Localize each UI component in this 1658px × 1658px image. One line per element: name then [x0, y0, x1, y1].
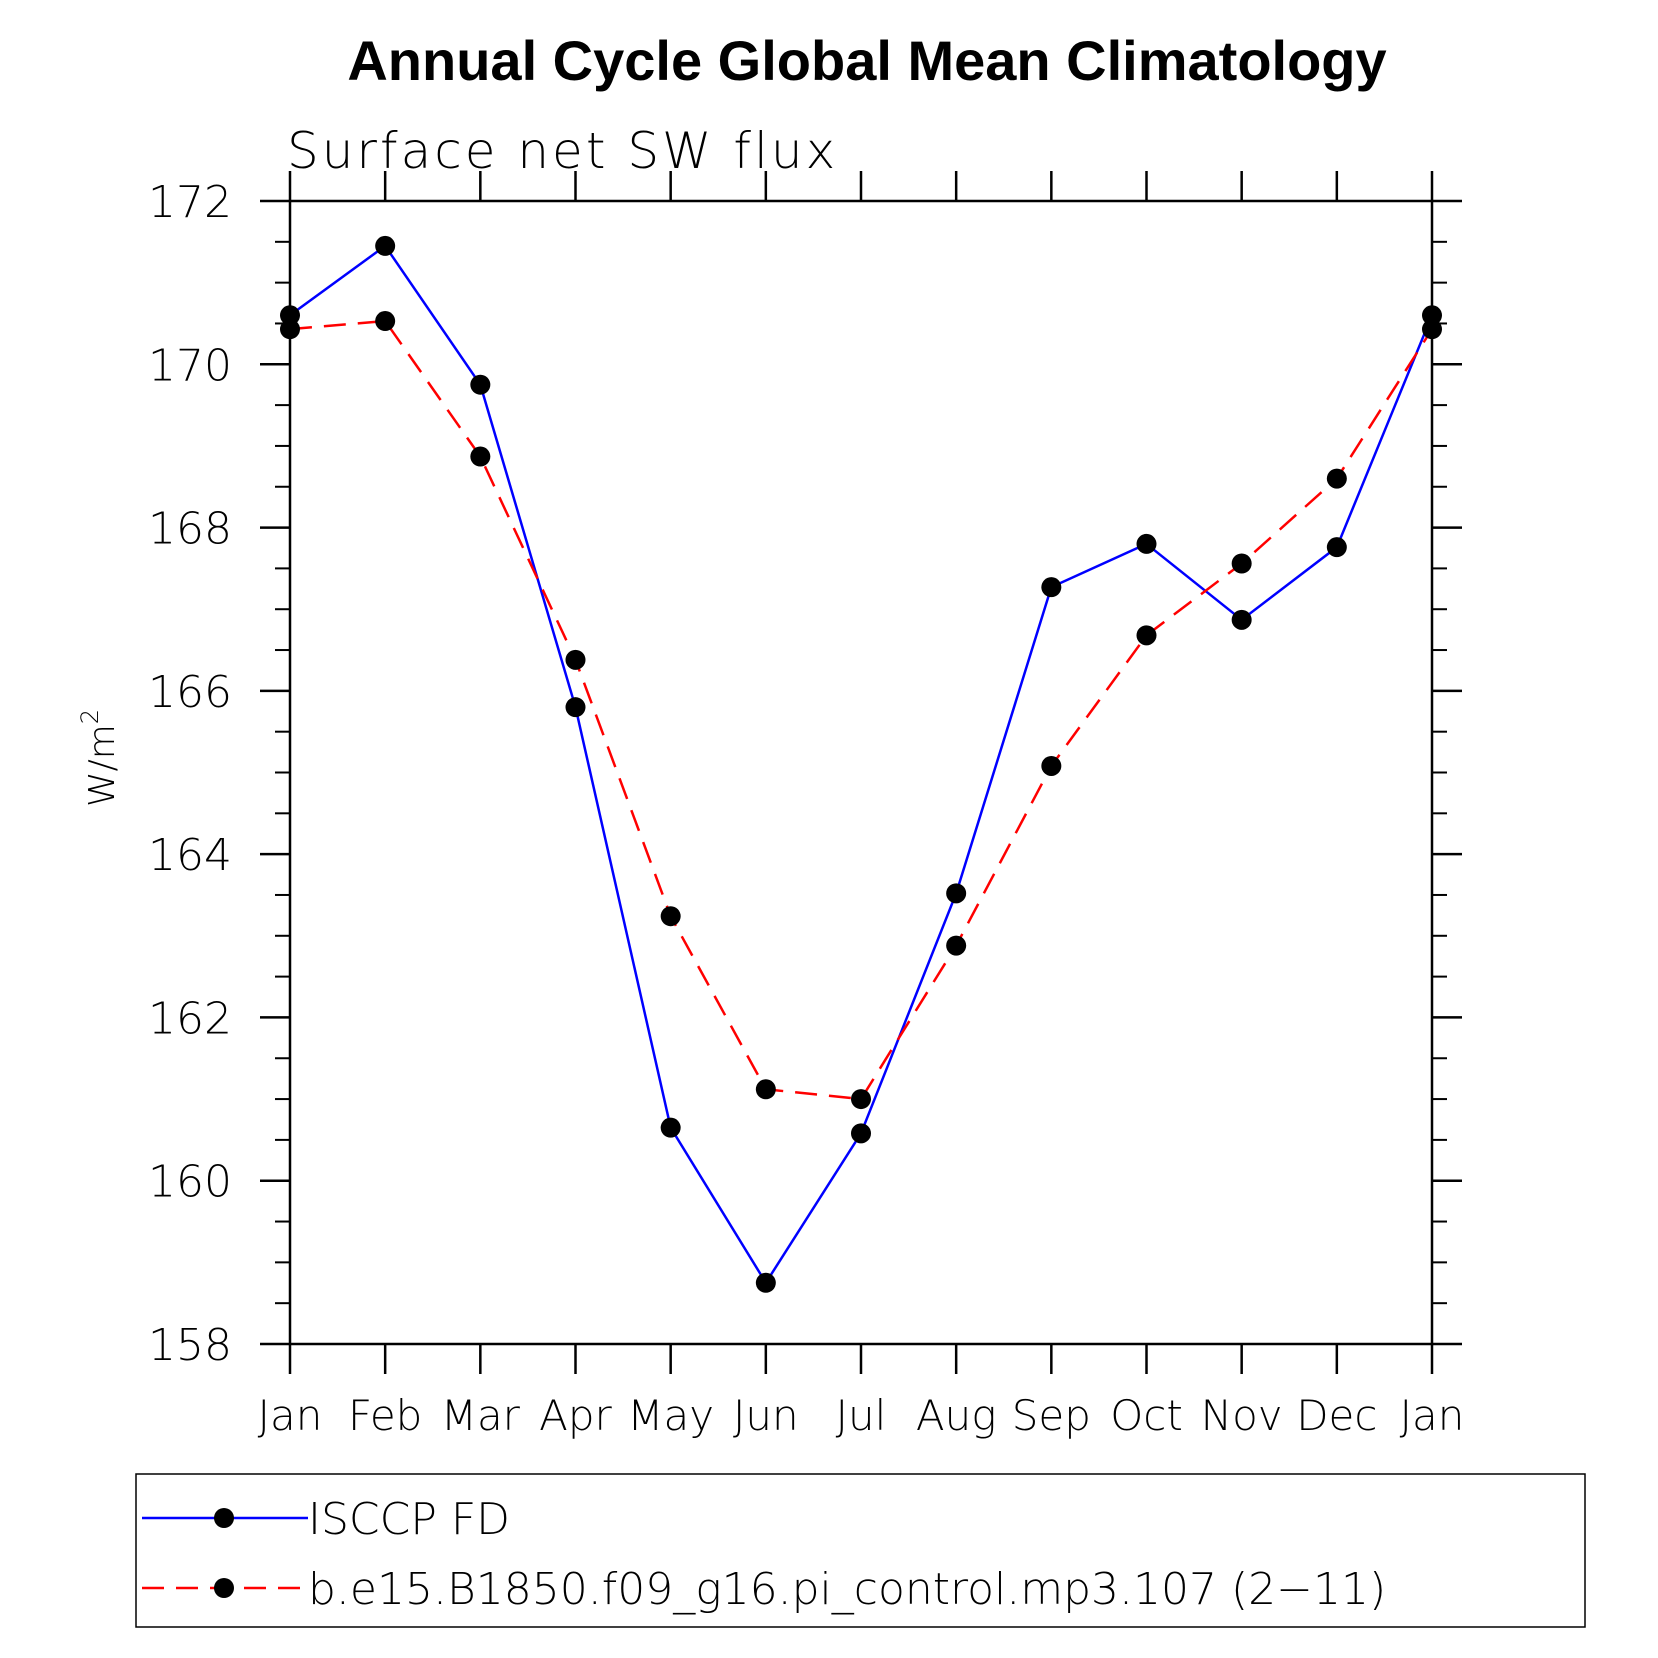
legend-label-2: b.e15.B1850.f09_g16.pi_control.mp3.107 (…	[308, 1564, 1386, 1615]
x-tick-label: Apr	[539, 1391, 612, 1440]
data-point	[470, 446, 491, 467]
y-tick-label: 158	[148, 1320, 232, 1371]
y-axis-label-text: W/m	[82, 724, 123, 807]
data-point	[375, 235, 396, 256]
x-tick-label: Oct	[1110, 1391, 1183, 1440]
y-tick-label: 166	[148, 667, 232, 718]
legend-box	[135, 1473, 1586, 1628]
x-tick-label: Jan	[258, 1391, 323, 1440]
x-tick-label: Jan	[1400, 1391, 1465, 1440]
data-point	[946, 935, 967, 956]
chart-title: Annual Cycle Global Mean Climatology	[347, 29, 1386, 92]
data-point	[1136, 625, 1157, 646]
data-point	[1041, 577, 1062, 598]
x-tick-label: Sep	[1012, 1391, 1091, 1440]
y-tick-label: 168	[148, 504, 232, 555]
series-line-2	[289, 319, 1434, 1101]
data-point	[660, 1117, 681, 1138]
y-axis-label-superscript: 2	[76, 709, 104, 724]
y-tick-label: 162	[148, 993, 232, 1044]
data-point	[1326, 537, 1347, 558]
y-axis-label: W/m2	[76, 709, 123, 807]
legend-marker-1	[214, 1508, 234, 1528]
chart-subtitle: Surface net SW flux	[287, 122, 838, 180]
x-tick-label: Jul	[836, 1391, 887, 1440]
data-point	[851, 1089, 871, 1110]
data-point	[565, 697, 586, 718]
data-point	[1041, 755, 1062, 776]
y-axis-label-group: W/m2	[76, 709, 123, 807]
data-point	[1422, 319, 1442, 340]
legend-marker-2	[214, 1578, 234, 1598]
data-point	[1231, 553, 1252, 574]
data-point	[851, 1123, 871, 1144]
x-tick-label: Nov	[1201, 1391, 1283, 1440]
data-point	[375, 311, 396, 332]
y-tick-label: 170	[148, 340, 232, 391]
legend-entry-1: ISCCP FD	[142, 1494, 510, 1545]
legend: ISCCP FD b.e15.B1850.f09_g16.pi_control.…	[135, 1473, 1586, 1628]
data-point	[1231, 609, 1252, 630]
data-point	[1136, 533, 1157, 554]
data-point	[565, 649, 586, 670]
legend-entry-2: b.e15.B1850.f09_g16.pi_control.mp3.107 (…	[142, 1564, 1386, 1615]
y-tick-label: 164	[148, 830, 232, 881]
axes: 158 160 162 164 166 168 170 172 Jan Feb Mar Apr May J…	[148, 171, 1464, 1440]
data-point	[280, 319, 300, 340]
x-tick-label: Jun	[733, 1391, 799, 1440]
data-point	[755, 1079, 776, 1100]
series-2	[280, 311, 1442, 1110]
x-tick-label: Mar	[441, 1391, 521, 1440]
x-tick-label: May	[627, 1391, 714, 1440]
plot-frame	[288, 199, 1434, 1346]
x-tick-label: Feb	[348, 1391, 422, 1440]
x-tick-label: Dec	[1296, 1391, 1377, 1440]
data-point	[470, 374, 491, 395]
data-point	[755, 1272, 776, 1293]
x-tick-label: Aug	[916, 1391, 997, 1440]
legend-label-1: ISCCP FD	[308, 1494, 510, 1545]
y-tick-label: 160	[148, 1157, 232, 1208]
data-point	[660, 906, 681, 927]
series-1	[280, 235, 1442, 1293]
data-point	[1326, 468, 1347, 489]
series-layer	[280, 235, 1442, 1293]
data-point	[280, 305, 300, 326]
y-tick-label: 172	[148, 177, 232, 228]
data-point	[1422, 305, 1442, 326]
data-point	[946, 883, 967, 904]
